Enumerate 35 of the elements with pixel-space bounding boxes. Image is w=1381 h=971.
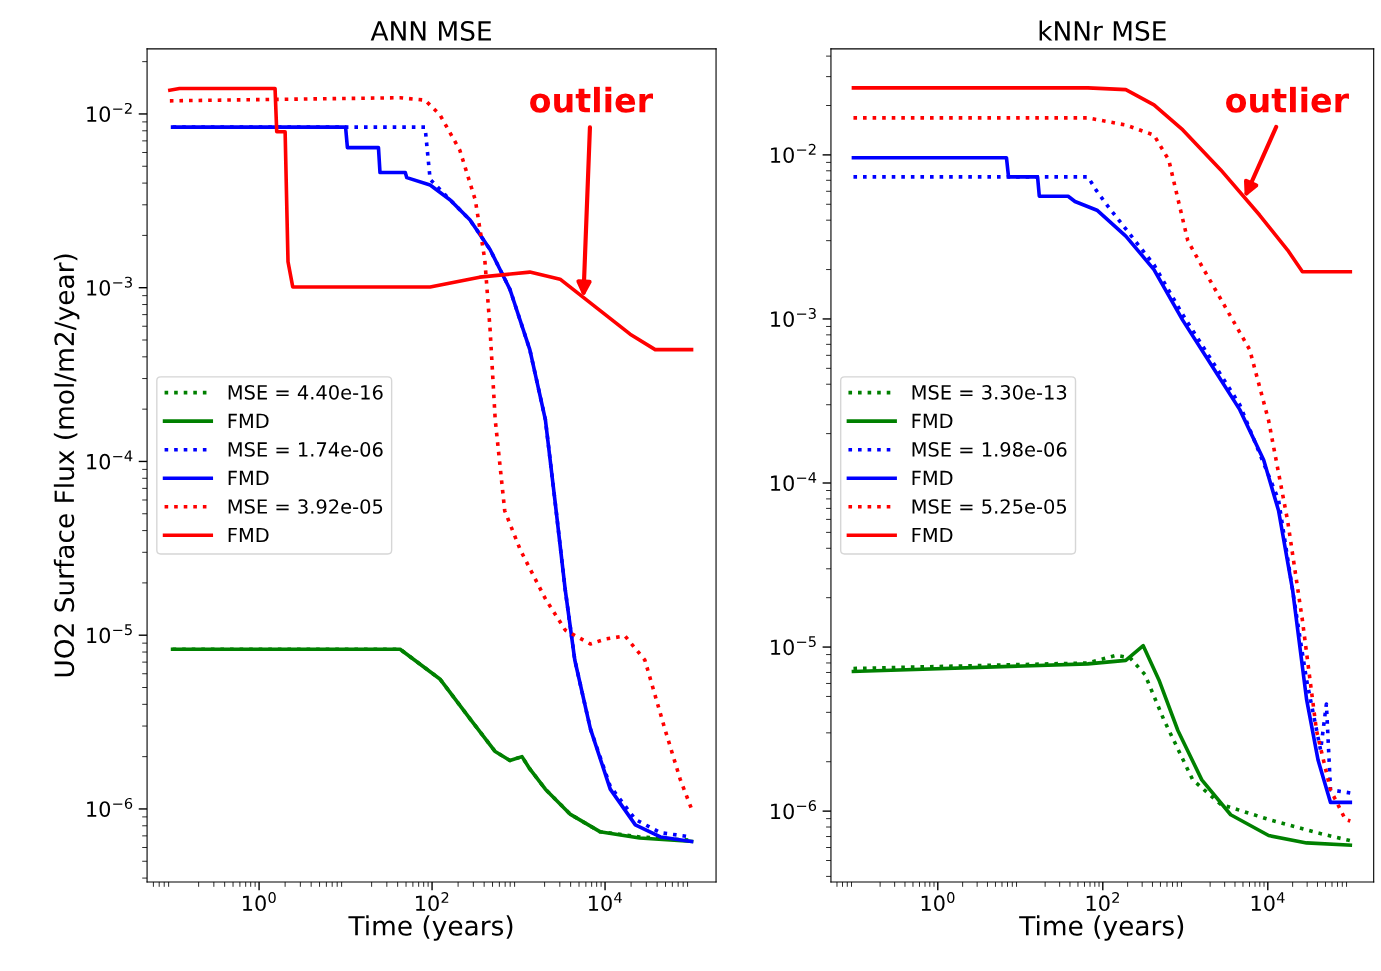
x-tick-label: 10$^{0}$ xyxy=(921,892,955,912)
x-tick-label: 10$^{4}$ xyxy=(1251,892,1285,912)
legend-label: FMD xyxy=(228,527,269,543)
y-tick-label: 10$^{−2}$ xyxy=(771,143,816,163)
y-tick-label: 10$^{−5}$ xyxy=(87,624,132,644)
x-tick-label: 10$^{4}$ xyxy=(589,892,622,912)
y-tick-label: 10$^{−5}$ xyxy=(771,636,816,656)
annotation: outlier xyxy=(1226,86,1349,113)
legend-label: MSE = 1.74e-06 xyxy=(228,442,383,457)
annotation: outlier xyxy=(530,86,654,113)
legend-label: FMD xyxy=(912,413,953,428)
y-tick-label: 10$^{−4}$ xyxy=(771,472,817,492)
legend-label: FMD xyxy=(228,470,269,486)
y-tick-label: 10$^{−3}$ xyxy=(771,307,816,327)
y-tick-label: 10$^{−6}$ xyxy=(87,797,133,817)
x-tick-label: 10$^{2}$ xyxy=(416,892,449,912)
legend-label: MSE = 4.40e-16 xyxy=(228,384,383,400)
x-axis-title: Time (years) xyxy=(348,915,513,941)
legend-label: MSE = 1.98e-06 xyxy=(912,442,1067,457)
y-tick-label: 10$^{−4}$ xyxy=(87,450,133,470)
y-axis-title: UO2 Surface Flux (mol/m2/year) xyxy=(53,254,80,677)
x-axis-title: Time (years) xyxy=(1019,915,1184,941)
x-tick-label: 10$^{2}$ xyxy=(1086,892,1119,912)
y-tick-label: 10$^{−2}$ xyxy=(87,102,132,123)
legend-label: FMD xyxy=(912,527,953,543)
y-tick-label: 10$^{−3}$ xyxy=(87,276,132,296)
legend-label: MSE = 3.30e-13 xyxy=(912,384,1067,400)
x-tick-label: 10$^{0}$ xyxy=(243,892,276,912)
legend-label: FMD xyxy=(912,470,953,486)
chart-title: ANN MSE xyxy=(370,20,491,41)
chart-title: kNNr MSE xyxy=(1039,20,1166,41)
y-tick-label: 10$^{−6}$ xyxy=(771,800,817,820)
legend-label: MSE = 3.92e-05 xyxy=(228,499,383,514)
legend-label: FMD xyxy=(228,413,269,428)
legend-label: MSE = 5.25e-05 xyxy=(912,499,1067,514)
